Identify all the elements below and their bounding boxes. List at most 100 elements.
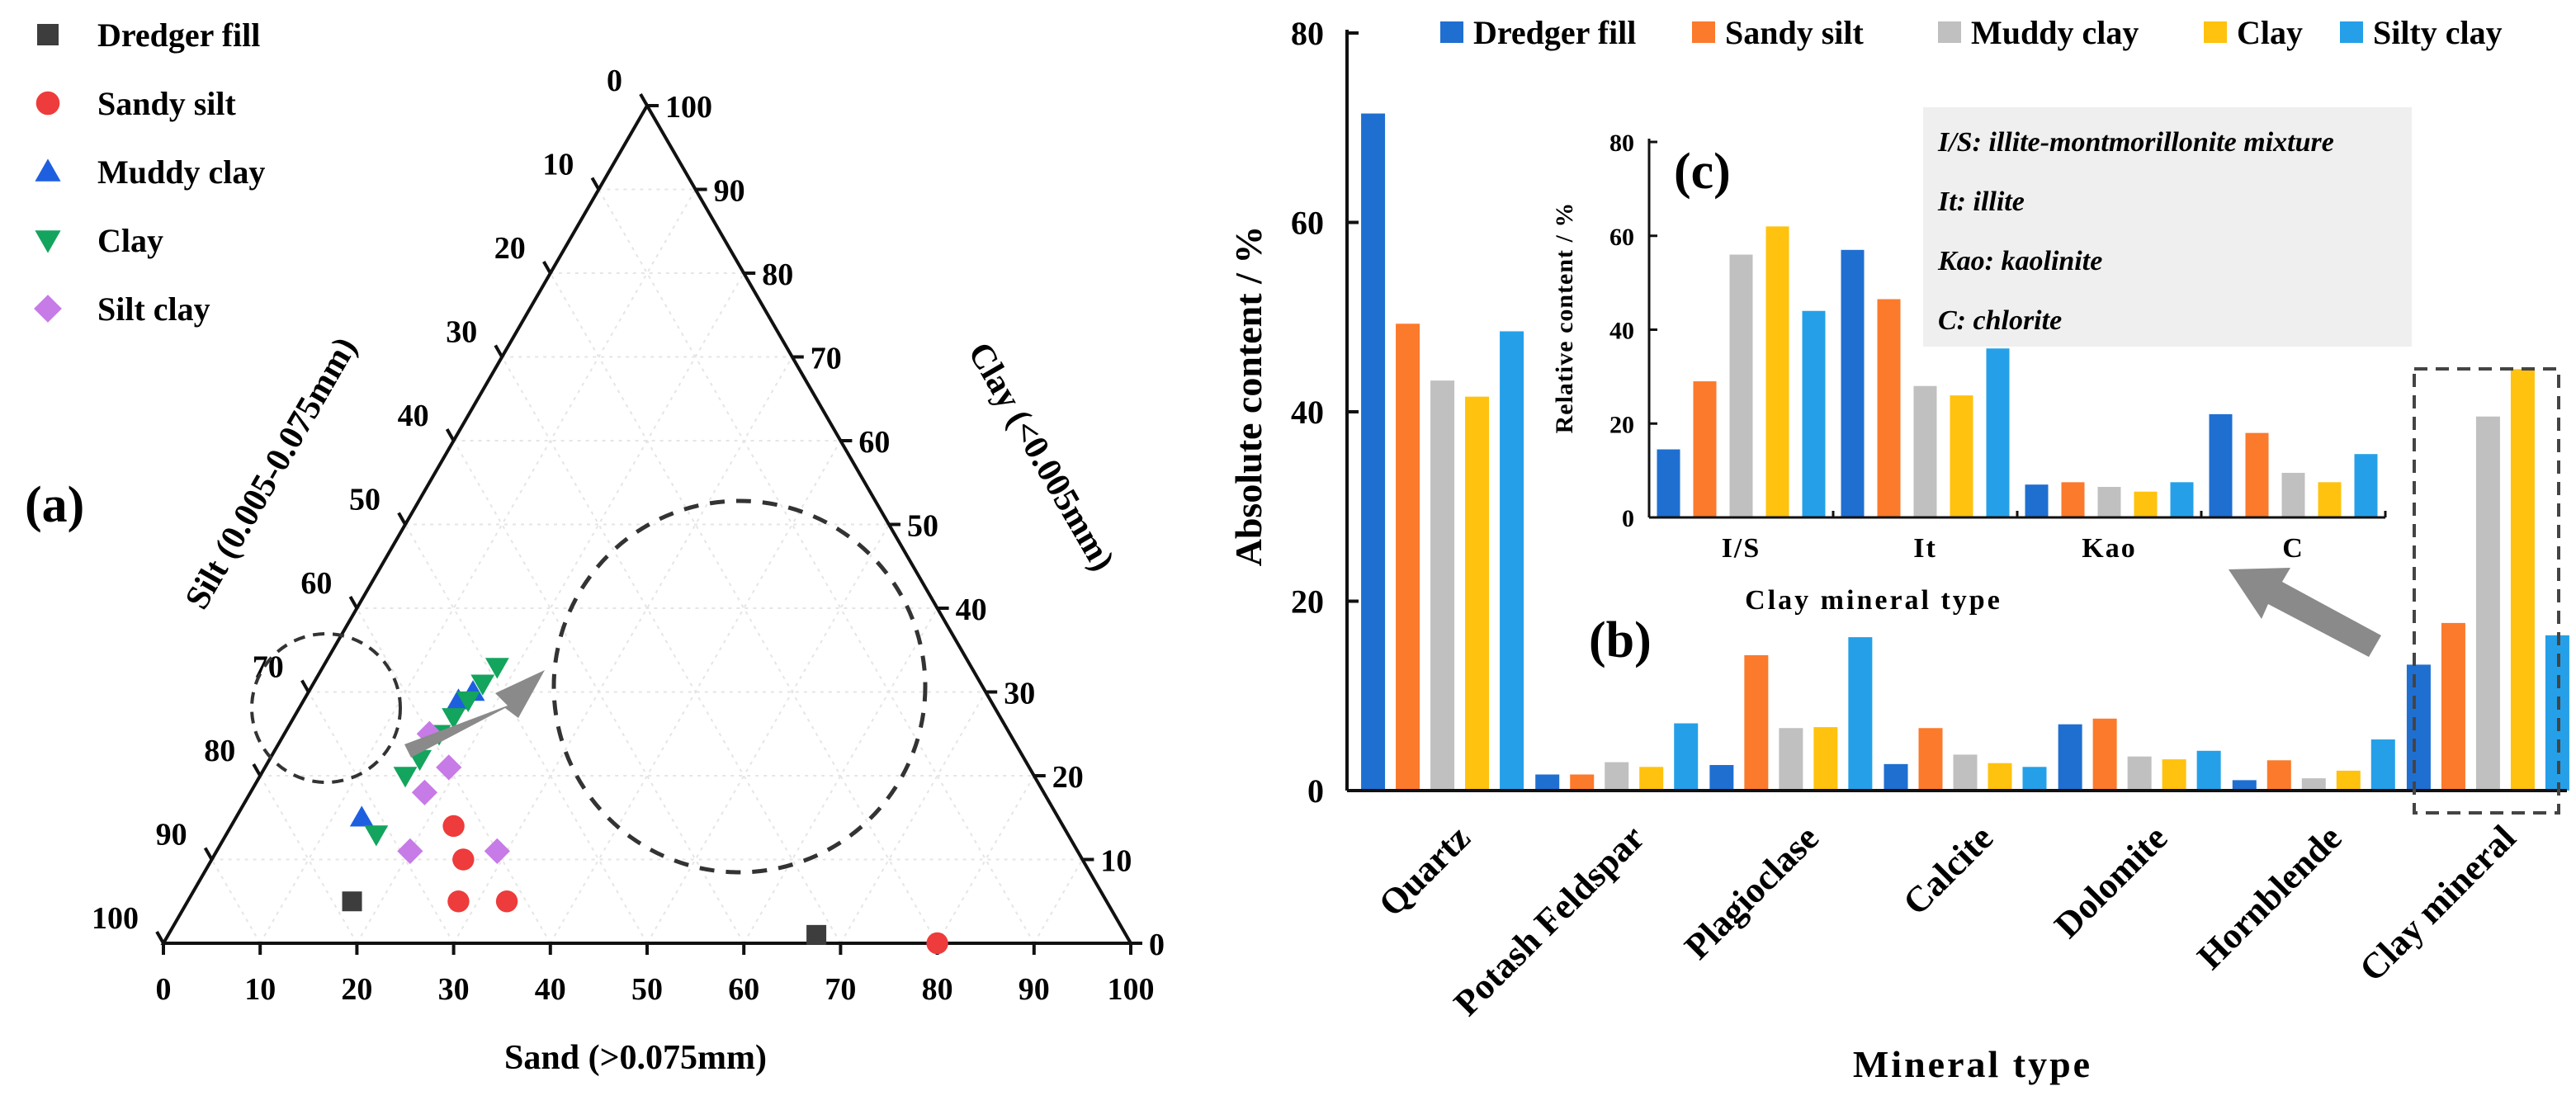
bar-c-kao-silty-clay	[2170, 482, 2194, 517]
y-tick-label-b: 40	[1291, 394, 1324, 431]
y-tick-label-b: 80	[1291, 15, 1324, 52]
bar-hornblende-silty-clay	[2370, 739, 2395, 791]
silt-tick-label: 80	[204, 734, 235, 768]
category-label-clay-mineral: Clay mineral	[2351, 817, 2523, 989]
silt-tick	[590, 177, 601, 191]
point-clay	[484, 658, 509, 679]
panel-label-c: (c)	[1674, 144, 1731, 200]
abbreviation-notes: I/S: illite-montmorillonite mixture It: i…	[1937, 127, 2334, 336]
legend-swatch-silty-clay	[2340, 21, 2363, 43]
bar-c-it-clay	[1950, 395, 1973, 517]
bar-chart-c-inset: I/S: illite-montmorillonite mixture It: i…	[1551, 107, 2412, 616]
legend-label-muddy-clay: Muddy clay	[97, 153, 265, 191]
legend-label-dredger-fill: Dredger fill	[97, 17, 260, 54]
legend-label-silt-clay: Silt clay	[97, 290, 210, 328]
bar-c-it-silty-clay	[1986, 348, 2010, 517]
bar-plagioclase-sandy-silt	[1744, 654, 1769, 791]
point-clay	[393, 767, 418, 788]
bar-c-it-muddy-clay	[1913, 385, 1937, 517]
bar-plagioclase-clay	[1813, 727, 1838, 791]
point-dredger-fill	[806, 924, 827, 945]
note-line: Kao: kaolinite	[1937, 246, 2102, 276]
legend-label-muddy-clay: Muddy clay	[1971, 14, 2139, 51]
grid-line	[646, 524, 890, 944]
bar-quartz-muddy-clay	[1430, 380, 1455, 791]
point-silt-clay	[397, 838, 423, 864]
bars-c	[1657, 226, 2378, 517]
legend-swatch-clay	[2204, 21, 2227, 43]
silt-tick	[348, 596, 359, 609]
y-axis-title-b: Absolute content / %	[1227, 226, 1269, 567]
point-clay	[364, 825, 389, 847]
bar-plagioclase-silty-clay	[1848, 637, 1873, 791]
bar-dolomite-muddy-clay	[2127, 756, 2152, 791]
y-tick-label-c: 40	[1609, 318, 1634, 345]
bar-c-i-s-sandy-silt	[1693, 381, 1717, 517]
legend-swatch-dredger-fill	[1440, 21, 1463, 43]
sand-tick-label: 70	[825, 972, 856, 1007]
point-silt-clay	[436, 754, 462, 781]
bar-hornblende-sandy-silt	[2266, 760, 2291, 791]
silt-tick	[300, 679, 310, 693]
silt-tick-label: 0	[607, 64, 622, 98]
ternary-plot: 0 0 0 10 10 10 20 20 20 30 30 30 40 40 40 50 50 50 60 60 60 7…	[25, 17, 1165, 1077]
category-label-quartz: Quartz	[1371, 817, 1478, 924]
point-sandy-silt	[442, 815, 465, 838]
bar-dolomite-clay	[2162, 759, 2186, 791]
grid-line	[210, 859, 262, 944]
grid-line	[743, 607, 938, 944]
clay-mineral-highlight-box	[2413, 367, 2560, 815]
legend-label-dredger-fill: Dredger fill	[1473, 14, 1636, 51]
legend-swatch-sandy-silt	[1692, 21, 1715, 43]
axes-c: 0 20 40 60 80	[1609, 130, 2387, 532]
category-label-c-kao: Kao	[2082, 533, 2136, 564]
bar-c-i-s-silty-clay	[1802, 310, 1826, 517]
legend-label-clay: Clay	[97, 222, 163, 259]
point-muddy-clay	[349, 805, 374, 827]
silt-tick-label: 100	[92, 901, 139, 936]
clay-tick-label: 30	[1004, 677, 1035, 711]
grid-line	[307, 692, 455, 944]
category-label-c-i-s: I/S	[1722, 533, 1761, 564]
grid-line	[452, 357, 793, 944]
y-tick-label-c: 80	[1609, 130, 1634, 157]
note-line: C: chlorite	[1938, 305, 2062, 336]
axes-b: 0 20 40 60 80	[1291, 15, 2567, 810]
point-silt-clay	[411, 779, 438, 805]
bar-calcite-clay	[1988, 763, 2012, 791]
y-tick-label-c: 20	[1609, 411, 1634, 438]
bar-c-kao-muddy-clay	[2097, 487, 2121, 517]
bar-quartz-clay	[1465, 396, 1490, 791]
bar-potash-feldspar-clay	[1639, 767, 1664, 791]
silt-tick-label: 60	[300, 566, 332, 601]
legend-marker-silt-clay	[34, 295, 62, 323]
category-label-calcite: Calcite	[1895, 817, 2001, 923]
point-clay	[456, 691, 480, 713]
category-label-plagioclase: Plagioclase	[1676, 817, 1827, 967]
bar-quartz-silty-clay	[1500, 331, 1524, 791]
bar-c-c-dredger-fill	[2209, 413, 2233, 517]
category-labels-c: I/S It Kao C	[1722, 533, 2303, 564]
grid-line	[598, 189, 1035, 944]
bar-clay-mineral-sandy-silt	[2441, 622, 2465, 791]
sand-tick-label: 30	[438, 972, 470, 1007]
y-axis-title-c: Relative content / %	[1551, 202, 1578, 434]
clay-tick-label: 40	[956, 593, 987, 627]
notes-box	[1923, 107, 2412, 347]
bar-calcite-sandy-silt	[1918, 728, 1943, 791]
silt-tick	[397, 512, 407, 526]
legend-b: Dredger fill Sandy silt Muddy clay Clay Silt…	[1440, 14, 2503, 51]
sand-tick-label: 10	[244, 972, 276, 1007]
sand-tick-label: 40	[535, 972, 566, 1007]
y-tick-label-b: 20	[1291, 583, 1324, 621]
panel-label-b: (b)	[1589, 612, 1652, 668]
bar-quartz-dredger-fill	[1361, 113, 1386, 791]
legend-swatch-muddy-clay	[1938, 21, 1961, 43]
zoom-target-circle	[551, 498, 928, 875]
bar-calcite-silty-clay	[2022, 767, 2047, 791]
silt-tick	[203, 847, 214, 861]
bar-c-c-sandy-silt	[2245, 432, 2269, 517]
clay-tick-label: 10	[1100, 844, 1132, 879]
